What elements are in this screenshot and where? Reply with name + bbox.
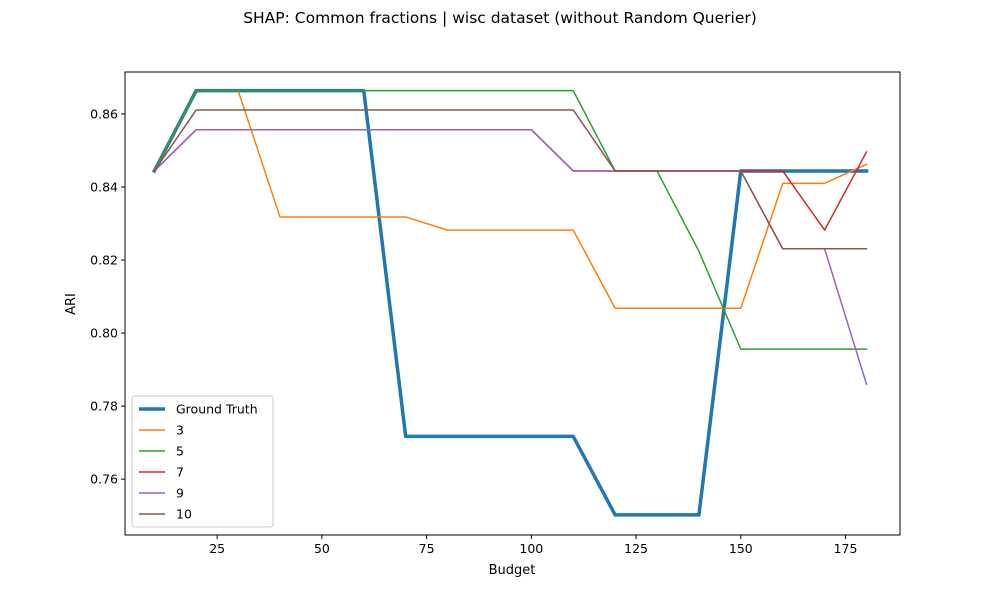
series-line-2	[153, 89, 868, 350]
legend-label-1: 3	[176, 423, 184, 438]
x-axis: 25 50 75 100 125 150 175	[209, 535, 857, 556]
x-tick-label: 175	[834, 541, 858, 556]
y-tick-label: 0.84	[90, 180, 118, 195]
chart-title: SHAP: Common fractions | wisc dataset (w…	[243, 9, 757, 27]
x-tick-label: 150	[729, 541, 753, 556]
x-tick-label: 125	[624, 541, 648, 556]
y-tick-label: 0.86	[90, 106, 118, 121]
legend-label-2: 5	[176, 444, 184, 459]
x-tick-label: 75	[419, 541, 435, 556]
legend: Ground Truth 3 5 7 9 10	[131, 395, 274, 528]
y-axis: 0.76 0.78 0.80 0.82 0.84 0.86	[90, 106, 125, 487]
x-axis-label: Budget	[489, 563, 536, 578]
y-tick-label: 0.80	[90, 326, 118, 341]
series-line-5	[153, 109, 868, 250]
x-tick-label: 100	[519, 541, 543, 556]
y-tick-label: 0.82	[90, 253, 118, 268]
legend-label-4: 9	[176, 486, 184, 501]
legend-label-5: 10	[176, 507, 192, 522]
legend-box	[131, 395, 274, 528]
series-line-1	[153, 89, 868, 309]
legend-label-0: Ground Truth	[176, 402, 258, 417]
y-tick-label: 0.78	[90, 399, 118, 414]
x-tick-label: 50	[314, 541, 330, 556]
y-axis-label: ARI	[64, 293, 79, 315]
series-layer	[151, 88, 869, 517]
legend-label-3: 7	[176, 465, 184, 480]
plot-frame	[124, 71, 901, 536]
y-tick-label: 0.76	[90, 472, 118, 487]
x-tick-label: 25	[209, 541, 225, 556]
